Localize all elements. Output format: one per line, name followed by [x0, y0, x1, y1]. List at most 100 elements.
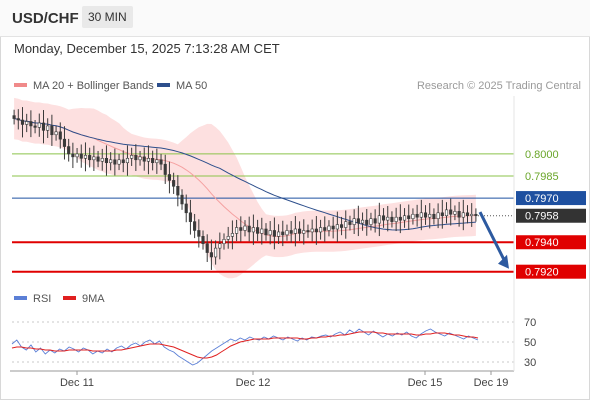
candle[interactable] — [289, 230, 293, 234]
candle[interactable] — [151, 158, 155, 164]
candle[interactable] — [71, 153, 75, 158]
candle[interactable] — [205, 243, 209, 253]
candle[interactable] — [88, 155, 92, 161]
candle[interactable] — [75, 153, 79, 158]
candle[interactable] — [310, 228, 314, 233]
candle[interactable] — [172, 180, 176, 187]
candle[interactable] — [230, 233, 234, 237]
candle[interactable] — [113, 159, 117, 165]
candle[interactable] — [402, 215, 407, 221]
candle[interactable] — [239, 227, 243, 231]
candle[interactable] — [277, 231, 281, 237]
candle[interactable] — [50, 125, 54, 136]
candle[interactable] — [142, 156, 146, 162]
candle[interactable] — [453, 211, 457, 215]
candle[interactable] — [348, 221, 352, 225]
candle[interactable] — [92, 156, 96, 161]
candle[interactable] — [323, 227, 327, 231]
candle[interactable] — [415, 213, 419, 218]
candle[interactable] — [344, 221, 348, 228]
candle[interactable] — [285, 230, 289, 236]
candle[interactable] — [360, 219, 365, 224]
candle[interactable] — [79, 153, 83, 159]
candle[interactable] — [222, 238, 226, 245]
candle[interactable] — [398, 216, 402, 221]
timeframe-button[interactable]: 30 MIN — [82, 6, 133, 28]
candle[interactable] — [180, 194, 184, 205]
candle[interactable] — [386, 216, 390, 221]
candle[interactable] — [146, 158, 151, 162]
candle[interactable] — [16, 118, 20, 121]
candle[interactable] — [155, 159, 159, 164]
candle[interactable] — [109, 159, 113, 164]
candle[interactable] — [96, 156, 100, 162]
candle[interactable] — [419, 212, 423, 218]
candle[interactable] — [41, 122, 46, 131]
candle[interactable] — [293, 228, 297, 234]
candle[interactable] — [201, 236, 205, 245]
candle[interactable] — [302, 230, 306, 234]
candle[interactable] — [373, 218, 377, 224]
candle[interactable] — [125, 158, 130, 164]
candle[interactable] — [163, 163, 167, 175]
candle[interactable] — [188, 212, 192, 222]
candle[interactable] — [235, 227, 239, 234]
candle[interactable] — [209, 252, 213, 258]
candle[interactable] — [319, 227, 323, 233]
candle[interactable] — [218, 243, 222, 249]
candle[interactable] — [339, 224, 344, 228]
candle[interactable] — [58, 131, 62, 140]
candle[interactable] — [193, 221, 197, 231]
candle[interactable] — [33, 125, 37, 128]
candle[interactable] — [176, 185, 180, 196]
candle[interactable] — [100, 158, 104, 162]
candle[interactable] — [121, 159, 125, 164]
candle[interactable] — [436, 212, 440, 219]
candle[interactable] — [352, 218, 356, 225]
candle[interactable] — [54, 131, 58, 136]
candle[interactable] — [138, 156, 142, 161]
candle[interactable] — [134, 155, 138, 161]
candle[interactable] — [377, 215, 381, 224]
candle[interactable] — [167, 174, 171, 181]
candle[interactable] — [83, 155, 88, 159]
candle[interactable] — [327, 225, 331, 231]
candle[interactable] — [394, 216, 398, 222]
candle[interactable] — [440, 212, 444, 217]
candle[interactable] — [457, 211, 461, 218]
candle[interactable] — [281, 231, 285, 236]
candle[interactable] — [130, 155, 134, 159]
candle[interactable] — [272, 230, 276, 237]
candle[interactable] — [12, 115, 16, 119]
candle[interactable] — [331, 225, 335, 230]
candle[interactable] — [62, 138, 67, 147]
candle[interactable] — [474, 213, 478, 217]
candle[interactable] — [214, 247, 218, 258]
candle[interactable] — [117, 159, 121, 165]
candle[interactable] — [461, 212, 465, 218]
candle[interactable] — [381, 215, 386, 221]
candle[interactable] — [67, 146, 71, 155]
candle[interactable] — [268, 230, 272, 236]
candle[interactable] — [365, 219, 369, 225]
candle[interactable] — [159, 159, 163, 165]
candle[interactable] — [449, 209, 453, 215]
candle[interactable] — [20, 119, 25, 125]
candle[interactable] — [390, 216, 394, 222]
candle[interactable] — [197, 230, 201, 237]
candle[interactable] — [428, 213, 432, 218]
candle[interactable] — [423, 212, 428, 218]
candle[interactable] — [314, 228, 318, 233]
candle[interactable] — [356, 218, 360, 224]
candle[interactable] — [37, 122, 41, 128]
candle[interactable] — [465, 212, 470, 217]
candle[interactable] — [369, 218, 373, 225]
candle[interactable] — [411, 213, 415, 219]
candle[interactable] — [25, 121, 29, 125]
candle[interactable] — [444, 209, 449, 217]
candle[interactable] — [432, 213, 436, 219]
candle[interactable] — [184, 203, 188, 214]
candle[interactable] — [264, 228, 268, 236]
candle[interactable] — [226, 236, 230, 240]
